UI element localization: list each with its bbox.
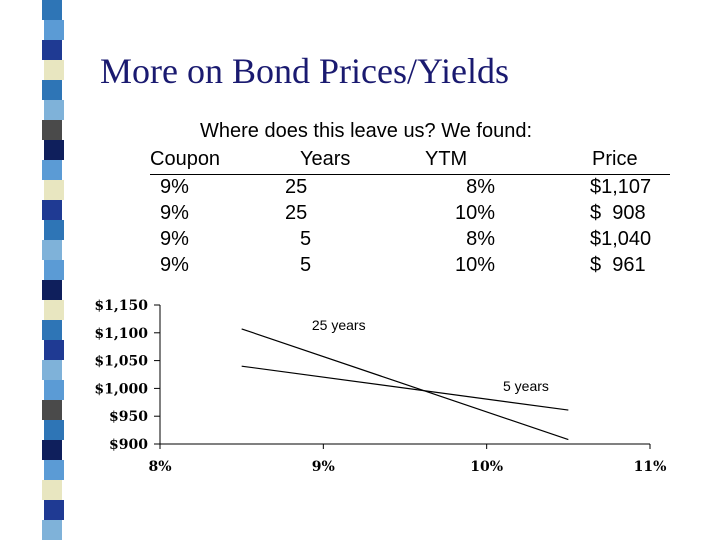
decor-square — [44, 260, 64, 280]
series-line-5-years — [241, 365, 569, 411]
decor-square — [42, 80, 62, 100]
cell-price: $ 908 — [590, 202, 646, 224]
table-row: 9% 5 10% $ 961 — [150, 254, 670, 280]
cell-ytm: 10% — [454, 254, 495, 276]
cell-price: $ 961 — [590, 254, 646, 276]
y-tick-label: $1,050 — [94, 354, 148, 370]
x-tick-label: 10% — [470, 459, 503, 475]
decor-square — [44, 300, 64, 320]
decor-square — [44, 180, 64, 200]
decor-square — [44, 500, 64, 520]
decor-square — [42, 480, 62, 500]
cell-years: 25 — [285, 176, 308, 198]
decor-square — [44, 60, 64, 80]
decor-square — [42, 40, 62, 60]
header-coupon: Coupon — [150, 148, 221, 170]
decor-square — [44, 100, 64, 120]
decor-square — [44, 460, 64, 480]
decor-square — [44, 20, 64, 40]
cell-coupon: 9% — [160, 176, 189, 198]
y-tick-label: $900 — [109, 437, 148, 453]
cell-ytm: 8% — [466, 176, 495, 198]
y-tick-label: $1,150 — [94, 298, 148, 314]
decor-square — [42, 200, 62, 220]
decor-square — [44, 140, 64, 160]
x-tick-label: 9% — [312, 459, 335, 475]
decor-square — [42, 120, 62, 140]
header-ytm: YTM — [425, 148, 468, 170]
cell-ytm: 8% — [466, 228, 495, 250]
table-row: 9% 25 10% $ 908 — [150, 202, 670, 228]
header-years: Years — [300, 148, 351, 170]
cell-coupon: 9% — [160, 202, 189, 224]
decor-square — [42, 160, 62, 180]
cell-years: 25 — [285, 202, 308, 224]
decor-square — [42, 360, 62, 380]
cell-price: $1,107 — [590, 176, 652, 198]
series-label: 25 years — [312, 317, 366, 333]
decor-square — [42, 400, 62, 420]
decor-square — [42, 520, 62, 540]
decor-square — [42, 280, 62, 300]
decor-square — [44, 220, 64, 240]
series-label: 5 years — [503, 378, 549, 394]
decor-square — [44, 420, 64, 440]
y-tick-label: $950 — [109, 409, 148, 425]
decor-square — [42, 440, 62, 460]
decor-square — [44, 380, 64, 400]
decor-square — [42, 240, 62, 260]
decorative-left-bar — [0, 0, 70, 540]
table-row: 9% 5 8% $1,040 — [150, 228, 670, 254]
cell-years: 5 — [300, 254, 312, 276]
cell-years: 5 — [300, 228, 312, 250]
table-header: Coupon Years YTM Price — [150, 148, 670, 175]
x-tick-label: 11% — [634, 459, 667, 475]
series-line-25-years — [241, 328, 569, 441]
slide-title: More on Bond Prices/Yields — [100, 51, 509, 91]
x-tick-label: 8% — [148, 459, 171, 475]
cell-coupon: 9% — [160, 228, 189, 250]
slide-subtitle: Where does this leave us? We found: — [200, 120, 533, 142]
cell-coupon: 9% — [160, 254, 189, 276]
y-tick-label: $1,000 — [94, 381, 148, 397]
decor-square — [42, 0, 62, 20]
decor-square — [42, 320, 62, 340]
header-price: Price — [592, 148, 638, 170]
y-tick-label: $1,100 — [94, 326, 148, 342]
cell-ytm: 10% — [454, 202, 495, 224]
decor-square — [44, 340, 64, 360]
cell-price: $1,040 — [590, 228, 652, 250]
table-row: 9% 25 8% $1,107 — [150, 176, 670, 202]
